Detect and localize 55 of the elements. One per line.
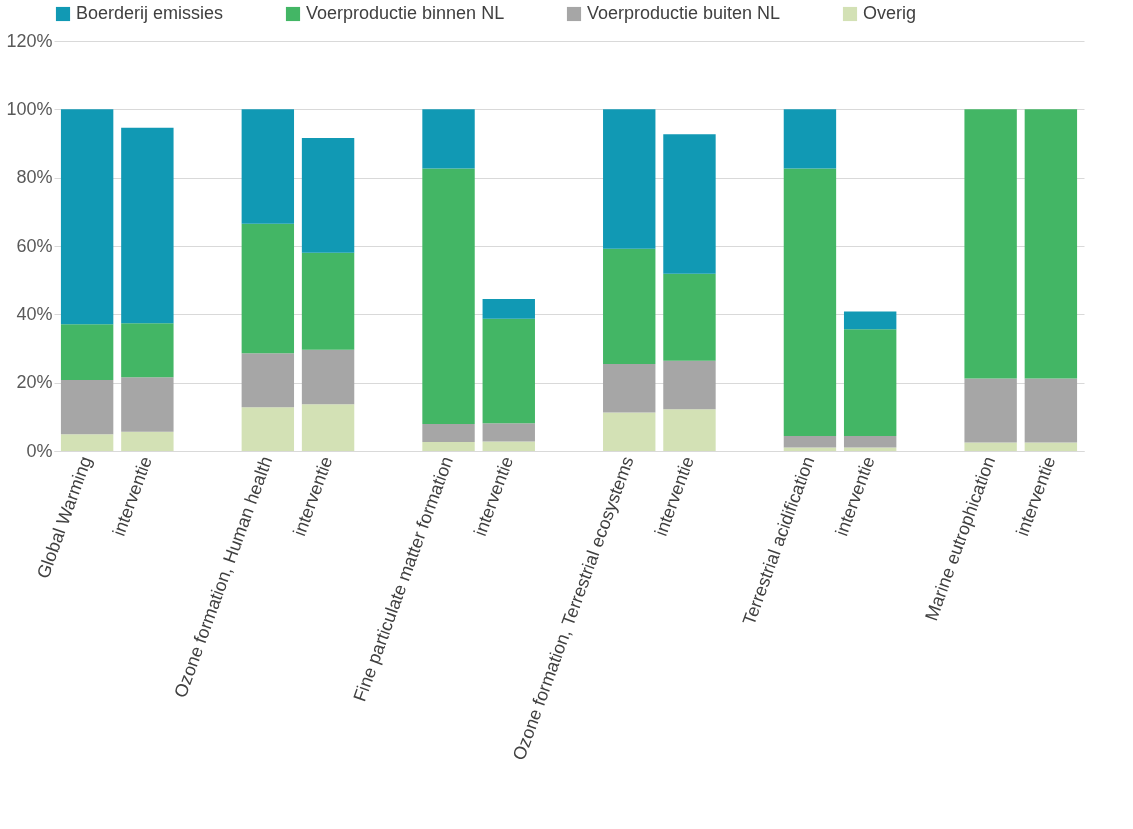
bar: [964, 109, 1017, 379]
bar: [482, 298, 535, 319]
bar: [60, 324, 114, 380]
bar: [121, 127, 174, 324]
bar: [422, 442, 475, 451]
bar: [241, 407, 295, 451]
bar: [603, 248, 656, 364]
y-tick-label: 60%: [16, 235, 53, 256]
bar: [482, 318, 535, 424]
bar: [843, 311, 897, 330]
bar: [663, 409, 716, 451]
bar: [60, 434, 114, 451]
bar: [422, 424, 475, 443]
y-tick-label: 120%: [6, 30, 53, 51]
bar: [121, 377, 174, 432]
bar: [241, 109, 295, 224]
legend-label: Overig: [863, 3, 917, 23]
bar: [603, 109, 656, 249]
bar: [1024, 442, 1078, 451]
y-tick-label: 40%: [16, 303, 53, 324]
legend-label: Voerproductie buiten NL: [587, 3, 781, 23]
bar: [121, 323, 174, 378]
bar: [964, 442, 1017, 451]
bar: [422, 109, 475, 169]
y-tick-label: 20%: [16, 372, 53, 393]
bar: [603, 412, 656, 451]
y-tick-label: 80%: [16, 167, 53, 188]
bar: [301, 404, 355, 451]
legend-label: Voerproductie binnen NL: [306, 3, 505, 23]
bar: [482, 441, 535, 451]
bar: [241, 223, 295, 354]
bar: [301, 138, 355, 253]
bar: [482, 423, 535, 442]
bar: [783, 435, 837, 448]
bar: [301, 252, 355, 350]
bar: [603, 363, 656, 413]
legend-label: Boerderij emissies: [76, 3, 224, 23]
bar: [1024, 109, 1078, 379]
bar: [663, 360, 716, 410]
y-tick-label: 0%: [26, 440, 53, 461]
bar: [60, 109, 114, 325]
bar: [843, 435, 897, 448]
y-tick-label: 100%: [6, 98, 53, 119]
bar: [60, 379, 114, 435]
bar: [422, 168, 475, 425]
bar: [964, 378, 1017, 443]
bar: [121, 431, 174, 451]
bar: [783, 168, 837, 436]
bar: [663, 134, 716, 274]
bar: [783, 109, 837, 169]
bar: [663, 273, 716, 361]
bar: [301, 349, 355, 405]
bar: [843, 329, 897, 436]
bar: [241, 353, 295, 408]
bar: [1024, 378, 1078, 443]
